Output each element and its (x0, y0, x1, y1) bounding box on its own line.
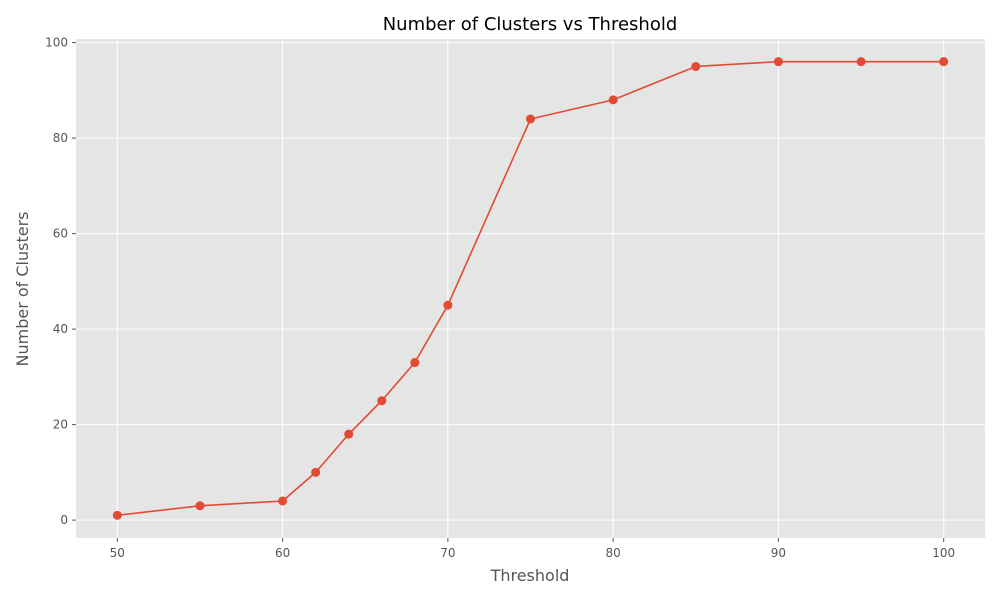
x-tick-label: 50 (110, 546, 125, 560)
data-point (526, 114, 535, 124)
x-tick-label: 70 (440, 546, 455, 560)
data-point (311, 467, 321, 477)
tick-labels: 50 60 70 80 90 100 0 20 40 60 80 100 (45, 36, 955, 560)
y-tick-label: 0 (60, 513, 68, 527)
y-tick-label: 20 (53, 418, 68, 432)
x-tick-label: 100 (932, 546, 955, 560)
data-point (112, 510, 122, 520)
data-point (691, 61, 701, 71)
y-tick-label: 80 (53, 131, 68, 145)
grid-lines (76, 39, 985, 538)
series-layer (112, 57, 949, 520)
x-tick-label: 60 (275, 546, 290, 560)
x-axis-label: Threshold (490, 566, 570, 585)
chart-title: Number of Clusters vs Threshold (383, 14, 678, 35)
data-point (195, 501, 205, 511)
data-point (773, 57, 783, 67)
data-point (278, 496, 288, 506)
x-tick-label: 80 (605, 546, 620, 560)
data-point (443, 300, 453, 310)
y-tick-label: 60 (53, 227, 68, 241)
data-point (939, 57, 949, 67)
data-point (856, 57, 866, 67)
data-point (377, 396, 387, 406)
series-line (117, 60, 944, 517)
y-tick-label: 100 (45, 36, 68, 50)
x-tick-label: 90 (771, 546, 786, 560)
data-point (608, 95, 618, 105)
data-point (410, 358, 420, 368)
y-axis-label: Number of Clusters (13, 212, 32, 367)
plot-area (76, 39, 985, 538)
y-tick-label: 40 (53, 322, 68, 336)
data-point (344, 429, 354, 439)
